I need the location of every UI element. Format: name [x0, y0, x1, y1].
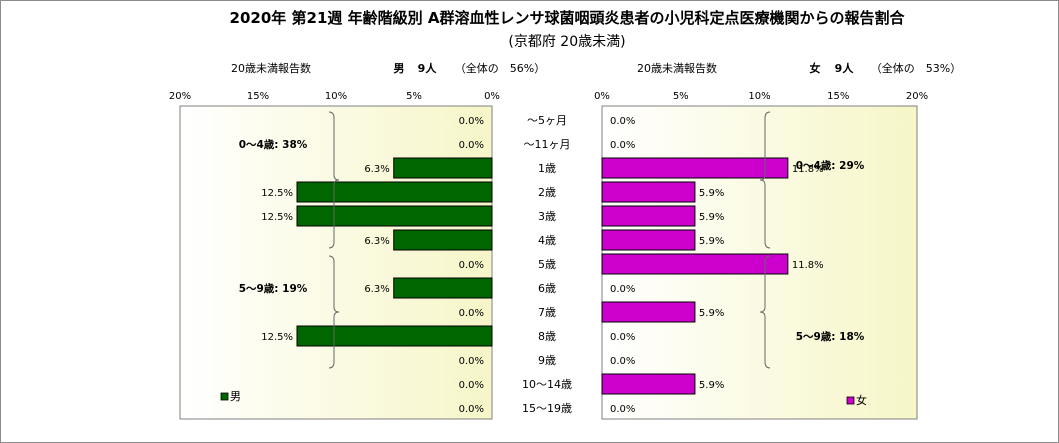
left-header-caption: 20歳未満報告数 — [231, 62, 311, 75]
left-header-count: 9人 — [418, 61, 438, 75]
legend-female: 女 — [846, 393, 867, 407]
category-label: 6歳 — [538, 282, 556, 295]
category-label: 1歳 — [538, 162, 556, 175]
legend-male-swatch — [220, 392, 229, 401]
legend-male: 男 — [220, 390, 241, 403]
left-axis-tick-label: 15% — [247, 91, 269, 102]
male-bar — [393, 157, 493, 179]
female-data-label: 5.9% — [699, 188, 724, 199]
male-data-label: 0.0% — [459, 116, 484, 127]
female-data-label: 5.9% — [699, 212, 724, 223]
female-group-brace — [759, 255, 771, 369]
left-axis-tick-label: 5% — [406, 91, 422, 102]
category-label: 15～19歳 — [522, 402, 572, 415]
female-bar — [601, 301, 696, 323]
male-series: 0.0% 0.0% 6.3% 12.5% 12.5% 6.3% 0.0% 6.3% 0.0% 12… — [239, 111, 493, 415]
female-bar — [601, 205, 696, 227]
left-axis-tick-label: 10% — [325, 91, 347, 102]
male-bar — [296, 325, 493, 347]
female-data-label: 0.0% — [610, 356, 635, 367]
female-bar — [601, 157, 789, 179]
female-data-label: 11.8% — [792, 260, 824, 271]
male-data-label: 6.3% — [364, 164, 389, 175]
male-data-label: 0.0% — [459, 308, 484, 319]
female-data-label: 0.0% — [610, 284, 635, 295]
category-label: 7歳 — [538, 306, 556, 319]
female-bar — [601, 253, 789, 275]
female-group-label: 5～9歳: 18% — [796, 330, 865, 343]
male-data-label: 12.5% — [261, 332, 293, 343]
left-axis-tick-label: 0% — [484, 91, 500, 102]
male-data-label: 0.0% — [459, 404, 484, 415]
female-bar — [601, 181, 696, 203]
right-axis-tick-label: 20% — [906, 91, 928, 102]
category-label: 4歳 — [538, 234, 556, 247]
male-bar — [393, 277, 493, 299]
male-data-label: 0.0% — [459, 380, 484, 391]
female-data-label: 0.0% — [610, 116, 635, 127]
female-data-label: 0.0% — [610, 140, 635, 151]
male-group-label: 0～4歳: 38% — [239, 138, 308, 151]
axis-layer: 0% 0% 5% 5% 10% 10% 15% 15% 20% 20% — [169, 91, 928, 102]
category-label: 10～14歳 — [522, 378, 572, 391]
right-header-share: （全体の 53%） — [871, 61, 961, 75]
left-plot-area — [179, 105, 493, 420]
male-data-label: 0.0% — [459, 260, 484, 271]
right-axis-tick-label: 15% — [827, 91, 849, 102]
male-group-label: 5～9歳: 19% — [239, 282, 308, 295]
male-bar — [296, 181, 493, 203]
category-label: 9歳 — [538, 354, 556, 367]
female-data-label: 0.0% — [610, 332, 635, 343]
right-header-caption: 20歳未満報告数 — [637, 62, 717, 75]
male-group-brace — [328, 255, 340, 369]
left-axis-tick-label: 20% — [169, 91, 191, 102]
female-bar — [601, 373, 696, 395]
male-bar — [393, 229, 493, 251]
female-series: 0.0% 0.0% 11.8% 5.9% 5.9% 5.9% 11.8% 0.0% 5.9% 0.… — [601, 111, 865, 415]
category-label: 8歳 — [538, 330, 556, 343]
legend-female-swatch — [846, 396, 855, 405]
female-bar — [601, 229, 696, 251]
chart-title: 2020年 第21週 年齢階級別 A群溶血性レンサ球菌咽頭炎患者の小児科定点医療… — [230, 9, 906, 27]
category-labels: ～5ヶ月 ～11ヶ月 1歳 2歳 3歳 4歳 5歳 6歳 7歳 8歳 9歳 10～14歳 15～19歳 — [522, 114, 572, 415]
female-data-label: 11.8% — [792, 164, 824, 175]
male-data-label: 12.5% — [261, 188, 293, 199]
chart-subtitle: (京都府 20歳未満) — [508, 34, 625, 50]
male-data-label: 6.3% — [364, 236, 389, 247]
male-data-label: 6.3% — [364, 284, 389, 295]
right-header-count: 9人 — [835, 61, 855, 75]
female-data-label: 5.9% — [699, 236, 724, 247]
female-group-brace — [759, 111, 771, 249]
category-label: 3歳 — [538, 210, 556, 223]
female-group-label: 0～4歳: 29% — [796, 159, 865, 172]
legend-male-label: 男 — [230, 390, 241, 403]
right-axis-tick-label: 5% — [673, 91, 689, 102]
male-data-label: 0.0% — [459, 356, 484, 367]
male-data-label: 12.5% — [261, 212, 293, 223]
legend-female-label: 女 — [856, 393, 867, 407]
left-header-share: （全体の 56%） — [455, 61, 545, 75]
male-bar — [296, 205, 493, 227]
category-label: 5歳 — [538, 258, 556, 271]
category-label: ～11ヶ月 — [524, 138, 571, 151]
right-axis-tick-label: 0% — [594, 91, 610, 102]
female-data-label: 5.9% — [699, 308, 724, 319]
right-header-label: 女 — [810, 61, 821, 75]
category-label: ～5ヶ月 — [527, 114, 567, 127]
category-label: 2歳 — [538, 186, 556, 199]
female-data-label: 5.9% — [699, 380, 724, 391]
right-axis-tick-label: 10% — [748, 91, 770, 102]
male-group-brace — [328, 111, 340, 249]
left-header-label: 男 — [394, 62, 405, 75]
male-data-label: 0.0% — [459, 140, 484, 151]
female-data-label: 0.0% — [610, 404, 635, 415]
